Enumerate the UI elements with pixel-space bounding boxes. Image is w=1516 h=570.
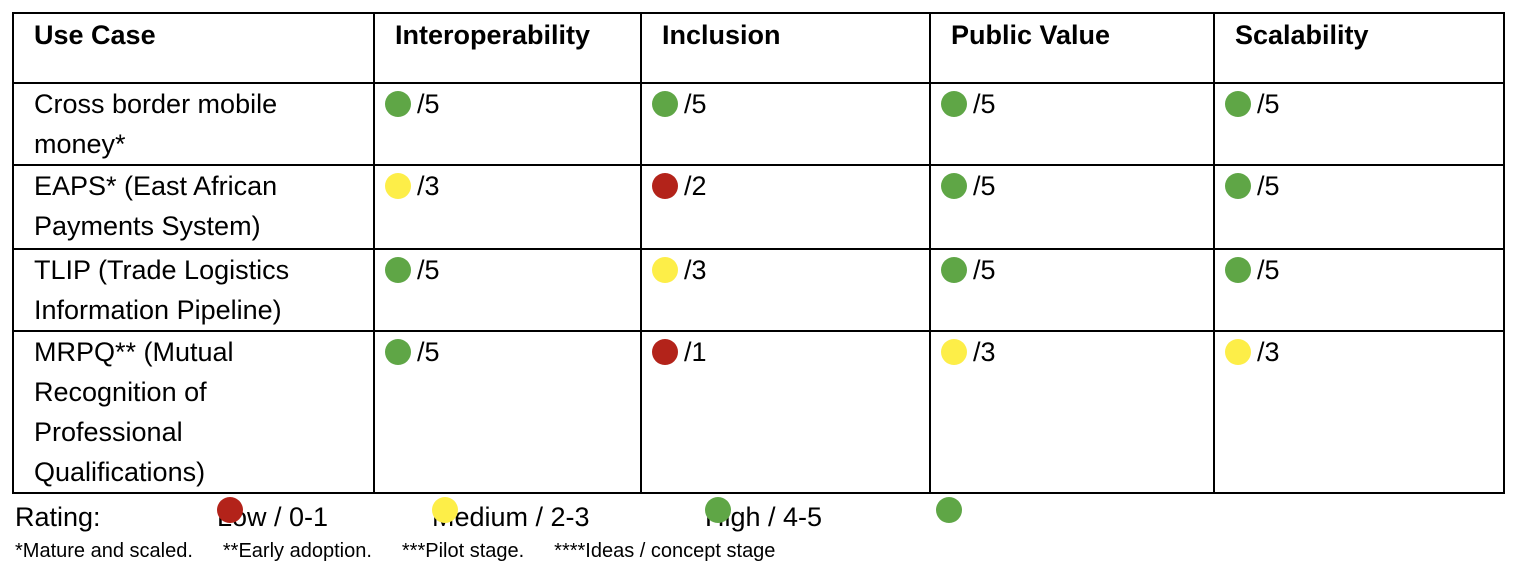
rating-table: Use Case Interoperability Inclusion Public … (12, 12, 1505, 494)
footnotes: *Mature and scaled. **Early adoption. ***P… (15, 538, 805, 564)
rating-dot (941, 91, 967, 117)
table-body: Cross border mobile money*/5/5/5/5 EAPS* … (12, 82, 1505, 494)
rating-text: /2 (684, 171, 707, 201)
rating-text: /5 (417, 89, 440, 119)
footnote: *Mature and scaled. (15, 540, 193, 562)
table-row: MRPQ** (Mutual Recognition of Profession… (12, 330, 1505, 494)
rating-cell: /3 (929, 330, 1215, 494)
use-case-cell: TLIP (Trade Logistics Information Pipeli… (12, 248, 375, 332)
rating-dot (941, 257, 967, 283)
footnote: ***Pilot stage. (401, 540, 525, 562)
rating-cell: /5 (929, 82, 1215, 166)
use-case-cell: MRPQ** (Mutual Recognition of Profession… (12, 330, 375, 494)
rating-text: /5 (1257, 171, 1280, 201)
rating-cell: /5 (373, 248, 642, 332)
footnote: **Early adoption. (222, 540, 372, 562)
header-cell: Public Value (929, 12, 1215, 84)
rating-dot (941, 339, 967, 365)
rating-cell: /5 (373, 82, 642, 166)
rating-cell: /5 (1213, 82, 1505, 166)
rating-cell: /2 (640, 164, 931, 250)
rating-dot (652, 257, 678, 283)
rating-dot (652, 339, 678, 365)
rating-cell: /3 (373, 164, 642, 250)
rating-cell: /5 (929, 248, 1215, 332)
use-case-cell: Cross border mobile money* (12, 82, 375, 166)
rating-text: /5 (973, 171, 996, 201)
rating-text: /5 (417, 255, 440, 285)
use-case-cell: EAPS* (East African Payments System) (12, 164, 375, 250)
rating-text: /3 (1257, 337, 1280, 367)
rating-text: /5 (417, 337, 440, 367)
rating-dot (385, 339, 411, 365)
rating-text: /3 (417, 171, 440, 201)
rating-dot (1225, 173, 1251, 199)
rating-dot (385, 257, 411, 283)
footnote: ****Ideas / concept stage (554, 540, 776, 562)
legend-item: Medium / 2-3 (432, 497, 590, 537)
rating-dot (1225, 339, 1251, 365)
rating-cell: /3 (640, 248, 931, 332)
table-row: Cross border mobile money* /5/5/5/5 (12, 82, 1505, 166)
rating-cell: /5 (1213, 164, 1505, 250)
rating-text: /1 (684, 337, 707, 367)
rating-text: /5 (1257, 89, 1280, 119)
rating-dot (705, 497, 731, 523)
rating-dot (941, 173, 967, 199)
legend-item: Low / 0-1 (217, 497, 328, 537)
header-cell: Scalability (1213, 12, 1505, 84)
rating-text: /5 (973, 255, 996, 285)
rating-dot (432, 497, 458, 523)
rating-cell: /5 (373, 330, 642, 494)
rating-cell: /5 (929, 164, 1215, 250)
table-row: EAPS* (East African Payments System) /3/2… (12, 164, 1505, 250)
legend-title: Rating: (15, 502, 101, 532)
rating-dot (385, 91, 411, 117)
header-cell: Interoperability (373, 12, 642, 84)
rating-cell: /1 (640, 330, 931, 494)
rating-dot (652, 173, 678, 199)
rating-text: /3 (973, 337, 996, 367)
rating-text: /3 (684, 255, 707, 285)
rating-dot (652, 91, 678, 117)
rating-cell: /3 (1213, 330, 1505, 494)
rating-dot (1225, 257, 1251, 283)
header-cell: Inclusion (640, 12, 931, 84)
rating-text: /5 (1257, 255, 1280, 285)
rating-dot (936, 497, 962, 523)
legend-item: High / 4-5 (705, 497, 822, 537)
header-row: Use Case Interoperability Inclusion Public … (12, 12, 1505, 84)
rating-text: /5 (973, 89, 996, 119)
rating-cell: /5 (640, 82, 931, 166)
rating-text: /5 (684, 89, 707, 119)
rating-cell: /5 (1213, 248, 1505, 332)
rating-dot (1225, 91, 1251, 117)
legend: Rating: Low / 0-1 Medium / 2-3 High / 4-5 (15, 497, 1015, 537)
rating-dot (217, 497, 243, 523)
header-cell: Use Case (12, 12, 375, 84)
rating-dot (385, 173, 411, 199)
table-row: TLIP (Trade Logistics Information Pipeli… (12, 248, 1505, 332)
legend-label: Medium / 2-3 (432, 502, 590, 532)
